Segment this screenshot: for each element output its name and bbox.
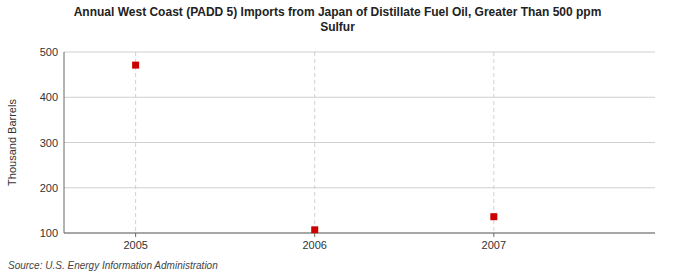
y-grid-line [64, 52, 655, 53]
y-axis-line [64, 52, 65, 233]
y-grid-line [64, 97, 655, 98]
x-tick [493, 233, 494, 237]
y-tick-label: 200 [40, 182, 58, 194]
y-grid-line [64, 187, 655, 188]
chart-svg: Annual West Coast (PADD 5) Imports from … [0, 0, 675, 275]
x-axis-line [64, 233, 655, 234]
chart-title: Annual West Coast (PADD 5) Imports from … [74, 5, 602, 34]
title-line: Sulfur [320, 20, 355, 34]
x-tick [314, 233, 315, 237]
grid [64, 52, 655, 233]
x-grid-line [135, 52, 136, 233]
y-tick-label: 500 [40, 46, 58, 58]
y-grid-line [64, 233, 655, 234]
data-points [132, 62, 497, 234]
title-line: Annual West Coast (PADD 5) Imports from … [74, 5, 602, 19]
y-tick-label: 400 [40, 91, 58, 103]
x-grid-line [314, 52, 315, 233]
source-note: Source: U.S. Energy Information Administ… [8, 260, 218, 271]
y-grid-line [64, 142, 655, 143]
y-tick-label: 100 [40, 227, 58, 239]
x-tick [135, 233, 136, 237]
data-point [311, 226, 318, 233]
x-grid-line [493, 52, 494, 233]
x-tick-label: 2007 [482, 239, 506, 251]
y-tick-label: 300 [40, 137, 58, 149]
y-axis-label: Thousand Barrels [6, 99, 18, 186]
x-tick-label: 2005 [123, 239, 147, 251]
axes: 100 200 300 400 500 2005 2006 2007 [40, 46, 655, 251]
data-point [490, 213, 497, 220]
data-point [132, 62, 139, 69]
chart-container: Annual West Coast (PADD 5) Imports from … [0, 0, 675, 275]
x-tick-label: 2006 [302, 239, 326, 251]
